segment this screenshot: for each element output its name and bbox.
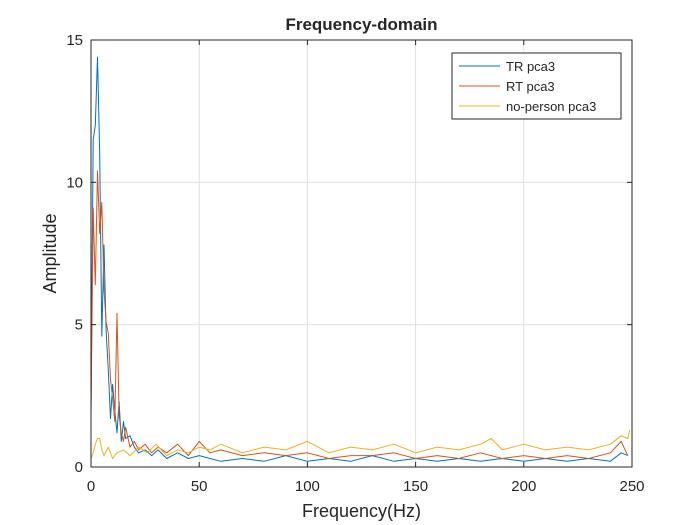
x-tick-label: 0 bbox=[87, 478, 95, 495]
series-line-rt-pca3 bbox=[90, 170, 629, 459]
x-tick-label: 150 bbox=[403, 478, 428, 495]
y-axis-label: Amplitude bbox=[40, 213, 60, 293]
y-tick-label: 10 bbox=[66, 174, 83, 191]
x-tick-label: 50 bbox=[191, 478, 208, 495]
x-tick-label: 100 bbox=[295, 478, 320, 495]
plot-frame bbox=[90, 39, 633, 468]
legend-label: RT pca3 bbox=[506, 79, 555, 94]
chart-title: Frequency-domain bbox=[285, 15, 437, 34]
y-tick-label: 0 bbox=[75, 459, 83, 476]
y-tick-label: 15 bbox=[66, 32, 83, 49]
series-line-no-person-pca3 bbox=[90, 429, 631, 459]
x-tick-label: 250 bbox=[619, 478, 644, 495]
axis-ticks bbox=[90, 39, 633, 468]
legend: TR pca3 RT pca3 no-person pca3 bbox=[451, 52, 622, 120]
legend-label: TR pca3 bbox=[506, 59, 555, 74]
x-axis-label: Frequency(Hz) bbox=[302, 501, 421, 521]
legend-label: no-person pca3 bbox=[506, 99, 596, 114]
tick-labels: 0 50 100 150 200 250 0 5 10 15 bbox=[66, 32, 644, 495]
y-tick-label: 5 bbox=[75, 317, 83, 334]
x-tick-label: 200 bbox=[511, 478, 536, 495]
series-line-tr-pca3 bbox=[90, 56, 628, 462]
plot-area bbox=[90, 56, 631, 462]
